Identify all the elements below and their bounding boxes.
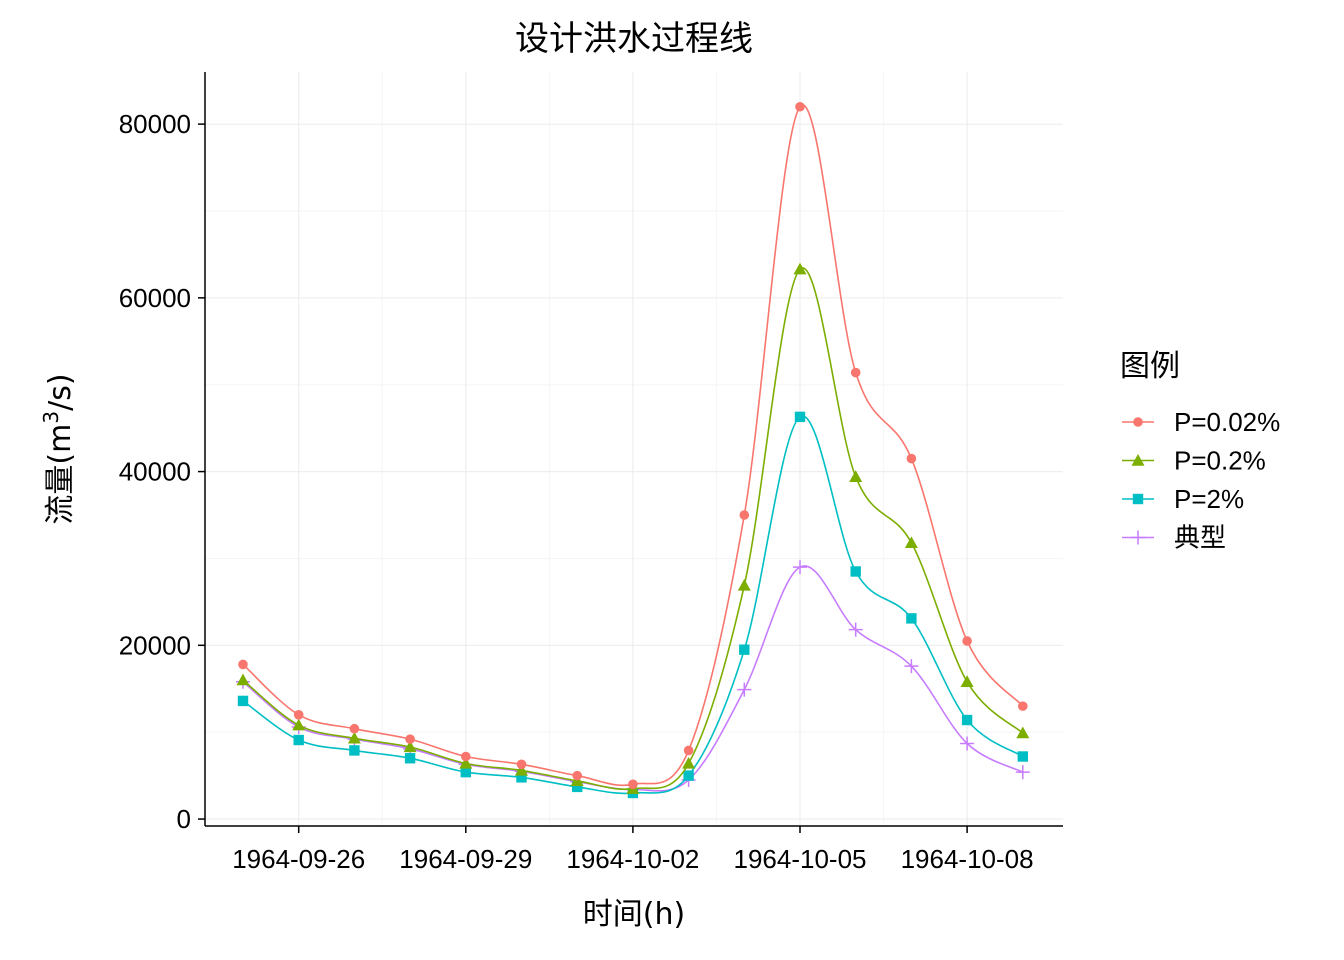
y-tick-label: 0 [177,804,191,834]
data-point [793,560,807,575]
data-point [904,659,919,674]
data-point [572,781,583,793]
series-line [242,267,1024,791]
data-point [795,101,805,112]
data-point [850,566,861,577]
data-point [1018,701,1028,711]
y-axis-title: 流量(m3/s) [39,373,78,524]
x-tick-label: 1964-09-26 [232,844,365,874]
data-point [236,673,250,686]
data-point [347,731,361,744]
data-point [961,714,973,726]
x-axis-title: 时间(h) [583,897,685,932]
x-tick-label: 1964-09-29 [399,844,532,874]
data-point [682,756,696,769]
data-point [904,536,918,549]
legend-label: P=2% [1174,484,1244,514]
data-point [960,675,974,688]
data-point [737,578,751,591]
legend-items: P=0.02% P=0.2% P=2% 典型 [1122,407,1280,553]
data-point [460,766,471,778]
legend-marker [1131,530,1145,545]
legend-label: P=0.2% [1174,446,1266,476]
x-tick-label: 1964-10-05 [734,844,867,874]
legend-marker [1132,493,1144,505]
data-point [403,740,417,753]
legend-item: P=0.2% [1122,446,1266,476]
legend-marker [1131,454,1145,466]
axes: 0 20000 40000 60000 80000 1964-09-26 1964-09-2… [119,72,1063,874]
data-point [405,734,415,744]
data-point [906,613,917,624]
data-point [739,644,750,655]
legend-item: P=2% [1122,484,1244,514]
data-point [237,695,249,707]
y-tick-label: 60000 [119,283,191,313]
y-axis-title-tail: /s) [43,373,78,410]
data-point [461,751,471,762]
y-tick-label: 20000 [119,630,191,660]
data-point [683,745,694,756]
y-axis-title-main: 流量(m [43,424,78,525]
series-0 [238,101,1028,790]
data-point [459,756,473,769]
data-point [572,770,582,781]
data-point [293,710,304,720]
legend-label: 典型 [1174,523,1226,553]
x-tick-label: 1964-10-08 [901,844,1034,874]
data-point [1016,726,1030,739]
data-point [516,772,527,783]
data-point [906,453,917,464]
legend-item: P=0.02% [1122,407,1280,437]
data-point [516,759,527,770]
data-point [238,659,248,670]
y-tick-label: 40000 [119,457,191,487]
data-point [793,262,807,275]
data-point [849,470,863,482]
data-point [962,636,972,646]
legend-marker [1133,417,1143,427]
data-point [404,753,416,764]
data-point [960,736,975,751]
data-point [739,510,750,520]
data-point [293,734,304,746]
data-point [349,745,360,756]
series-layer [236,101,1030,799]
data-point [1017,751,1028,762]
legend-title: 图例 [1120,349,1180,384]
legend-item: 典型 [1122,523,1226,553]
series-1 [236,262,1030,794]
data-point [1015,765,1030,780]
data-point [349,723,360,734]
legend: 图例 P=0.02% P=0.2% P=2% 典型 [1120,349,1280,553]
series-2 [237,411,1028,799]
chart-title: 设计洪水过程线 [515,19,753,59]
data-point [683,770,694,781]
y-tick-label: 80000 [119,109,191,139]
data-point [515,763,528,776]
data-point [848,622,863,637]
grid [205,72,1063,826]
data-point [292,718,306,731]
x-tick-label: 1964-10-02 [566,844,699,874]
data-point [850,367,861,378]
data-point [794,411,806,423]
y-axis-title-superscript: 3 [39,411,63,424]
data-point [628,779,638,790]
data-point [737,682,752,697]
legend-label: P=0.02% [1174,407,1280,437]
